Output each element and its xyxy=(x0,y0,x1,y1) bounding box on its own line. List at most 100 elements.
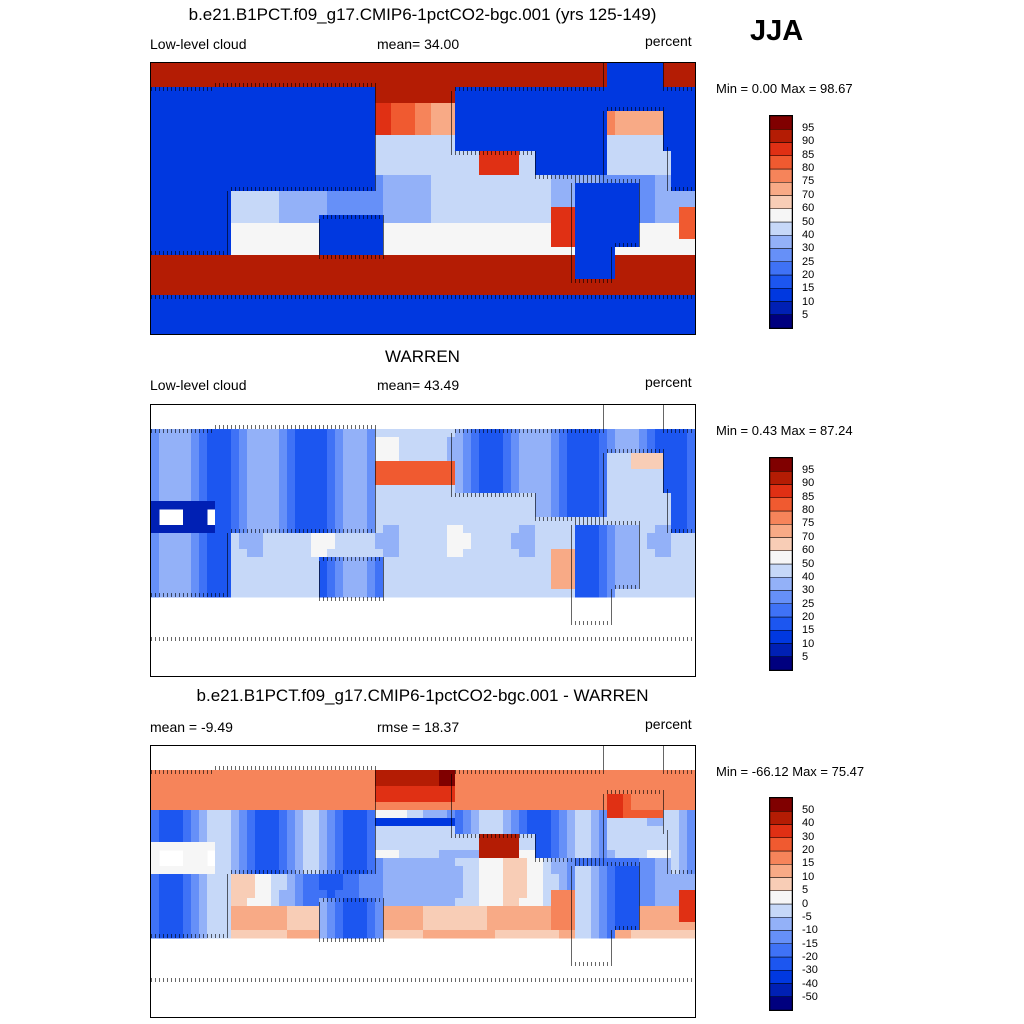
field-cell xyxy=(359,565,368,574)
coastline-segment xyxy=(259,187,260,191)
field-cell xyxy=(247,239,256,248)
field-cell xyxy=(519,207,528,216)
coastline-segment xyxy=(639,199,640,203)
field-cell xyxy=(279,271,288,280)
coastline-segment xyxy=(663,469,664,473)
coastline-segment xyxy=(347,597,348,601)
field-cell xyxy=(671,79,680,88)
coastline-segment xyxy=(507,87,508,91)
coastline-segment xyxy=(663,79,664,83)
field-cell xyxy=(423,255,432,264)
field-cell xyxy=(311,239,320,248)
coastline-segment xyxy=(611,263,612,267)
coastline-segment xyxy=(451,295,452,299)
field-cell xyxy=(455,143,464,152)
coastline-segment xyxy=(691,529,692,533)
field-cell xyxy=(631,95,640,104)
field-cell xyxy=(423,557,432,566)
field-cell xyxy=(503,509,512,518)
field-cell xyxy=(367,175,376,184)
coastline-segment xyxy=(639,565,640,569)
field-cell xyxy=(519,485,528,494)
field-cell xyxy=(399,255,408,264)
field-cell xyxy=(623,509,632,518)
coastline-segment xyxy=(679,187,680,191)
field-cell xyxy=(583,295,592,304)
coastline-segment xyxy=(355,295,356,299)
field-cell xyxy=(311,271,320,280)
field-cell xyxy=(335,549,344,558)
field-cell xyxy=(287,263,296,272)
field-cell xyxy=(447,589,456,598)
coastline-segment xyxy=(451,637,452,641)
field-cell xyxy=(183,437,192,446)
field-cell xyxy=(495,263,504,272)
field-cell xyxy=(279,445,288,454)
field-cell xyxy=(191,509,200,518)
field-cell xyxy=(559,541,568,550)
field-cell xyxy=(239,71,248,80)
field-cell xyxy=(479,493,488,502)
field-cell xyxy=(311,135,320,144)
coastline-segment xyxy=(599,517,600,521)
coastline-segment xyxy=(343,255,344,259)
field-cell xyxy=(351,469,360,478)
field-cell xyxy=(647,469,656,478)
field-cell xyxy=(423,501,432,510)
field-cell xyxy=(263,95,272,104)
field-cell xyxy=(279,581,288,590)
field-cell xyxy=(655,119,664,128)
field-cell xyxy=(495,295,504,304)
field-cell xyxy=(527,119,536,128)
field-cell xyxy=(647,311,656,320)
field-cell xyxy=(631,287,640,296)
field-cell xyxy=(303,223,312,232)
field-cell xyxy=(647,255,656,264)
coastline-segment xyxy=(591,279,592,283)
field-cell xyxy=(615,469,624,478)
coastline-segment xyxy=(251,637,252,641)
field-cell xyxy=(407,517,416,526)
coastline-segment xyxy=(195,429,196,433)
field-cell xyxy=(167,549,176,558)
field-cell xyxy=(655,549,664,558)
coastline-segment xyxy=(547,175,548,179)
field-cell xyxy=(511,327,520,334)
field-cell xyxy=(383,119,392,128)
coastline-segment xyxy=(539,87,540,91)
field-cell xyxy=(615,127,624,136)
coastline-segment xyxy=(271,83,272,87)
coastline-segment xyxy=(571,429,572,433)
field-cell xyxy=(231,167,240,176)
field-cell xyxy=(487,183,496,192)
field-cell xyxy=(479,295,488,304)
field-cell xyxy=(207,127,216,136)
coastline-segment xyxy=(191,251,192,255)
field-cell xyxy=(215,239,224,248)
field-cell xyxy=(551,263,560,272)
field-cell xyxy=(439,279,448,288)
field-cell xyxy=(631,525,640,534)
field-cell xyxy=(551,191,560,200)
coastline-segment xyxy=(287,637,288,641)
field-cell xyxy=(631,461,640,470)
field-cell xyxy=(207,437,216,446)
field-cell xyxy=(471,143,480,152)
field-cell xyxy=(319,63,328,72)
field-cell xyxy=(615,191,624,200)
field-cell xyxy=(167,303,176,312)
field-cell xyxy=(399,453,408,462)
field-cell xyxy=(239,565,248,574)
field-cell xyxy=(215,485,224,494)
coastline-segment xyxy=(351,187,352,191)
field-cell xyxy=(543,303,552,312)
field-cell xyxy=(295,453,304,462)
coastline-segment xyxy=(231,187,232,191)
field-cell xyxy=(263,119,272,128)
field-cell xyxy=(311,589,320,598)
field-cell xyxy=(311,95,320,104)
field-cell xyxy=(223,71,232,80)
field-cell xyxy=(591,199,600,208)
field-cell xyxy=(415,95,424,104)
coastline-segment xyxy=(375,115,376,119)
